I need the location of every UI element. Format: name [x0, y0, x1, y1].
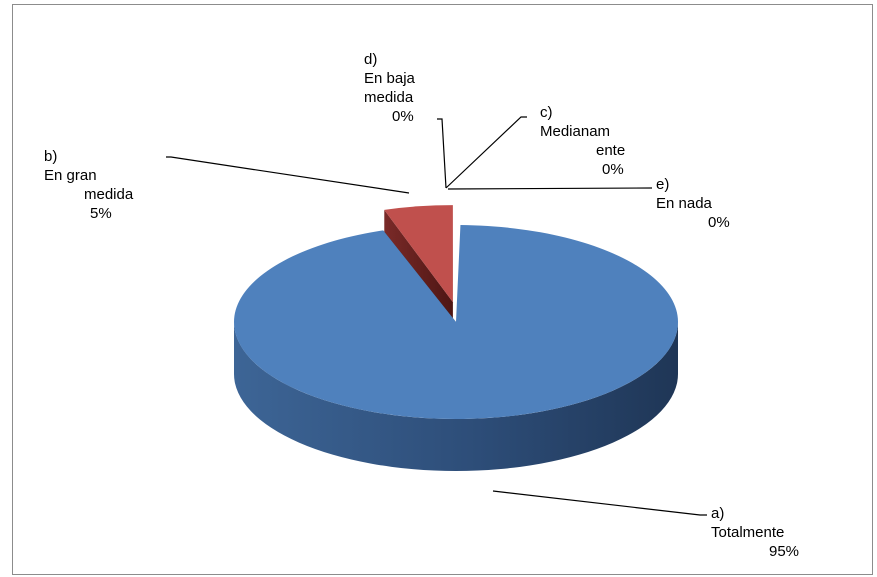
slice-b-top [384, 205, 453, 303]
leader-line-slice-a [492, 490, 707, 516]
leader-lines [166, 116, 707, 516]
leader-line-slice-e [447, 187, 653, 190]
leader-line-slice-c [445, 116, 527, 189]
label-percent: 5% [90, 205, 112, 222]
label-percent: 95% [769, 543, 800, 560]
slice-a-side [234, 322, 678, 471]
label-name-1: Totalmente [711, 524, 785, 541]
data-label-a: a) Totalmente 95% [711, 504, 799, 561]
label-name-2: medida [364, 89, 414, 106]
label-name-1: En nada [656, 195, 712, 212]
pie-slices [233, 205, 678, 471]
leader-line-slice-b [166, 156, 410, 194]
label-marker: a) [711, 505, 725, 522]
label-marker: b) [44, 148, 58, 165]
slice-a-top [233, 225, 678, 419]
data-label-c: c) Medianam ente 0% [540, 103, 625, 179]
data-label-d: d) En baja medida 0% [364, 50, 415, 126]
label-name-1: En baja [364, 70, 415, 87]
data-label-e: e) En nada 0% [656, 175, 730, 232]
label-marker: d) [364, 51, 378, 68]
label-percent: 0% [392, 108, 414, 125]
label-name-1: Medianam [540, 123, 611, 140]
label-percent: 0% [708, 214, 730, 231]
label-name-2: medida [84, 186, 134, 203]
label-marker: c) [540, 104, 553, 121]
label-name-2: ente [596, 142, 626, 159]
leader-line-slice-d [437, 118, 447, 189]
label-name-1: En gran [44, 167, 97, 184]
label-percent: 0% [602, 161, 624, 178]
data-label-b: b) En gran medida 5% [44, 147, 133, 223]
label-marker: e) [656, 176, 670, 193]
